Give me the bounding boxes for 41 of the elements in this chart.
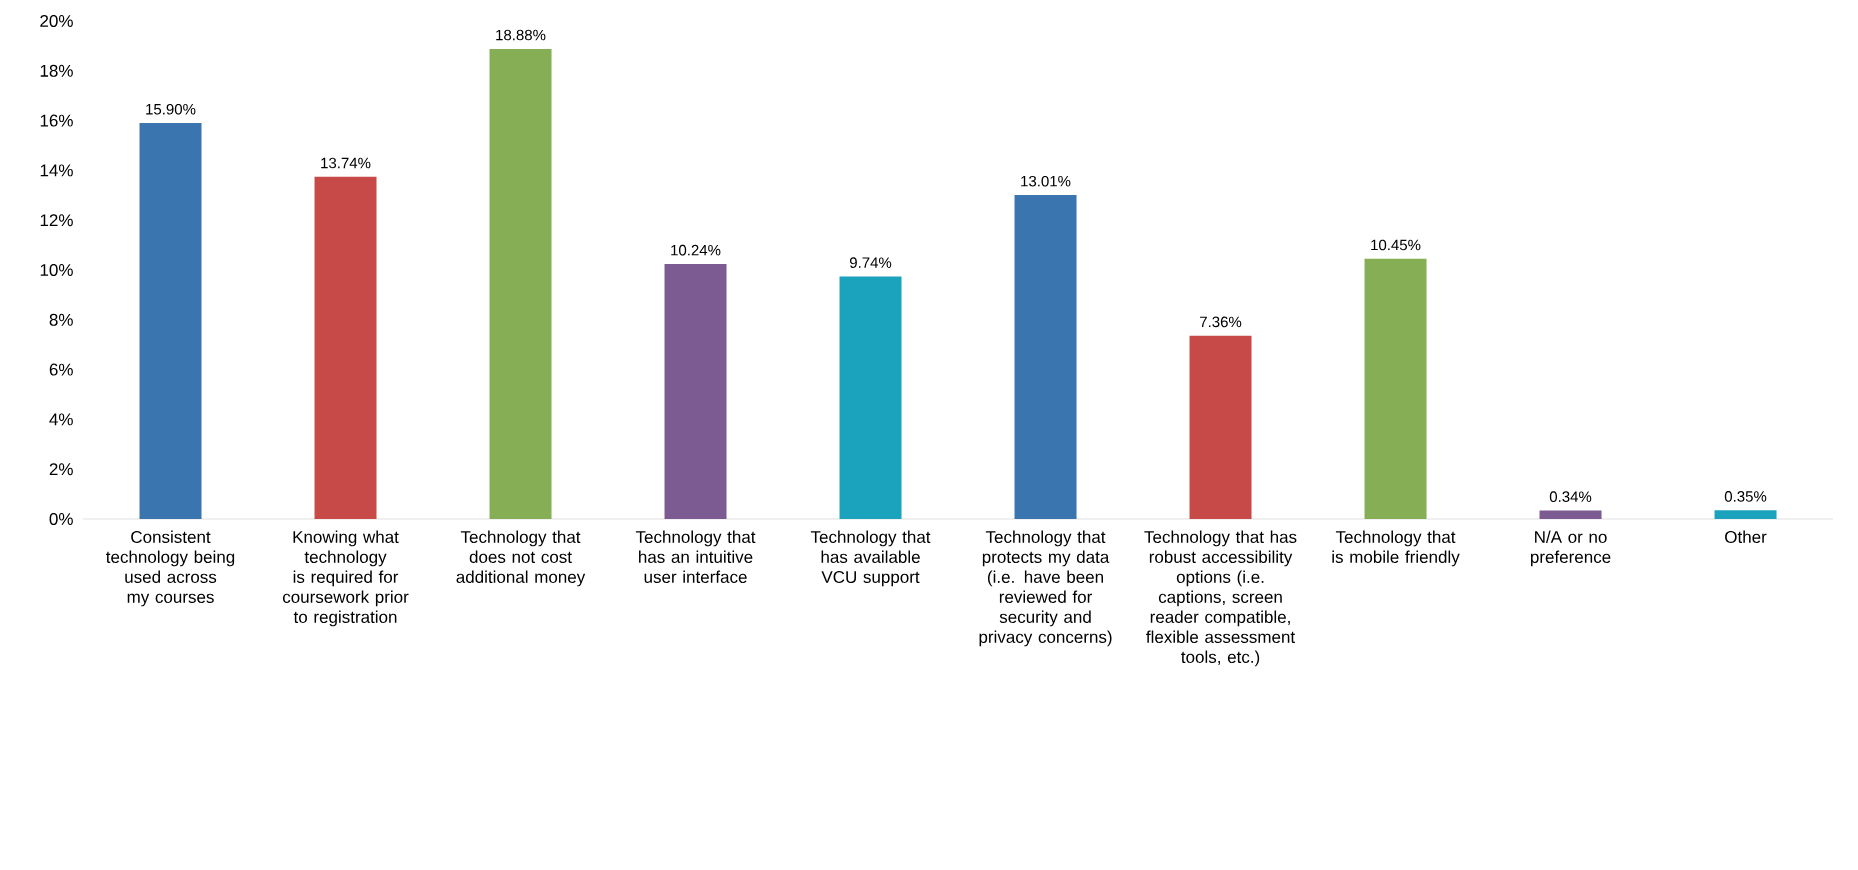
x-tick-label: Technology that has an intuitive user interface: [635, 530, 756, 584]
x-tick-label: Technology that is mobile friendly: [1332, 530, 1460, 567]
bar: [489, 48, 552, 519]
data-label: 0.34%: [1549, 491, 1592, 502]
y-tick-label: 10%: [40, 263, 73, 277]
y-tick-label: 20%: [40, 14, 73, 28]
y-tick-label: 14%: [40, 164, 73, 177]
bar: [1714, 510, 1777, 519]
x-tick-label: Technology that does not cost additional money: [456, 530, 586, 587]
data-label: 18.88%: [496, 29, 546, 41]
y-tick-label: 0%: [49, 512, 73, 526]
bar: [1014, 195, 1077, 519]
data-label: 10.45%: [1371, 239, 1421, 251]
bar: [1364, 258, 1427, 519]
y-tick-label: 2%: [49, 463, 73, 476]
x-tick-label: N/A or no preference: [1530, 530, 1611, 567]
data-label: 7.36%: [1200, 316, 1242, 328]
x-tick-label: Technology that has available VCU support: [810, 530, 931, 587]
x-tick-label: Technology that has robust accessibility options (i.e. captions, screen reader compatible, flexible assessment tools, etc.): [1144, 530, 1297, 667]
x-tick-label: Consistent technology being used across my courses: [106, 530, 235, 607]
bar: [839, 276, 902, 519]
x-tick-label: Other: [1725, 530, 1767, 544]
data-label: 13.01%: [1021, 175, 1071, 187]
x-tick-label: Technology that protects my data (i.e. have been reviewed for security and privacy concerns): [979, 530, 1112, 647]
bar: [139, 123, 202, 519]
y-tick-label: 6%: [49, 363, 73, 376]
data-label: 13.74%: [321, 157, 371, 169]
bar: [1539, 510, 1602, 519]
data-label: 15.90%: [146, 103, 196, 115]
bar: [664, 264, 727, 519]
bar: [314, 176, 377, 519]
data-label: 10.24%: [671, 244, 721, 256]
data-label: 0.35%: [1724, 491, 1767, 502]
bar: [1189, 335, 1252, 519]
y-tick-label: 4%: [49, 413, 73, 426]
data-label: 9.74%: [849, 257, 892, 268]
y-tick-label: 18%: [40, 64, 73, 77]
y-tick-label: 12%: [40, 214, 73, 227]
x-tick-label: Knowing what technology is required for coursework prior to registration: [282, 530, 409, 627]
y-tick-label: 8%: [49, 313, 73, 326]
y-tick-label: 16%: [40, 114, 73, 127]
